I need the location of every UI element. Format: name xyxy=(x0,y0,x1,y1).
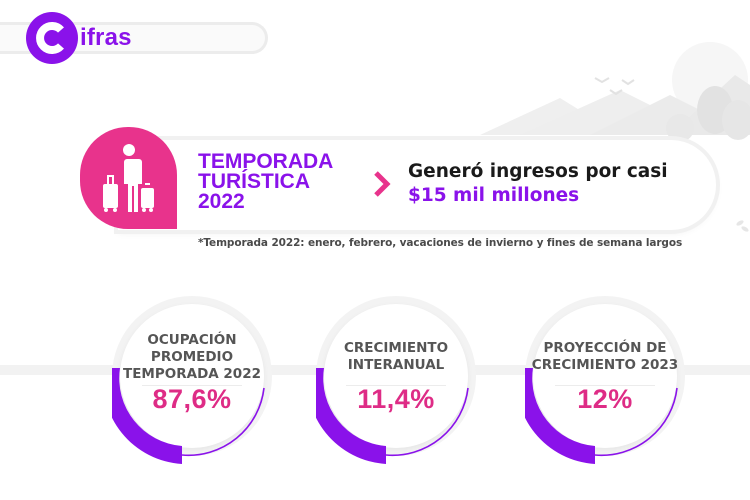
letter-c-logo-icon xyxy=(36,22,64,54)
stat-value: 12% xyxy=(577,384,633,414)
progress-arc xyxy=(316,368,469,464)
stat-value: 87,6% xyxy=(152,384,232,414)
brand-logo xyxy=(26,12,78,64)
stat-label-line: PROYECCIÓN DE xyxy=(543,340,667,356)
stat-value: 11,4% xyxy=(357,384,435,414)
stat-label-line: CRECIMIENTO xyxy=(343,340,449,356)
leaf-decoration-icon xyxy=(736,220,749,232)
brand-name: ifras xyxy=(80,24,132,51)
stat-label: OCUPACIÓN PROMEDIO TEMPORADA 2022 xyxy=(112,332,272,383)
tourism-season-banner xyxy=(118,140,716,230)
stat-label-line: INTERANUAL xyxy=(347,357,445,373)
progress-arc xyxy=(525,368,678,464)
traveler-icon-tile xyxy=(80,127,177,229)
season-footnote: *Temporada 2022: enero, febrero, vacacio… xyxy=(198,237,683,249)
stat-label: CRECIMIENTO INTERANUAL xyxy=(316,340,476,374)
stat-occupancy: OCUPACIÓN PROMEDIO TEMPORADA 2022 87,6% xyxy=(112,296,272,464)
banner-title-line-3: 2022 xyxy=(198,190,245,213)
revenue-label: Generó ingresos por casi xyxy=(408,161,668,182)
stat-divider xyxy=(142,385,242,386)
stat-label: PROYECCIÓN DE CRECIMIENTO 2023 xyxy=(525,340,685,374)
chevron-right-icon xyxy=(374,171,391,197)
stat-growth-projection: PROYECCIÓN DE CRECIMIENTO 2023 12% xyxy=(525,296,685,464)
stat-label-line: OCUPACIÓN xyxy=(147,332,237,348)
mountain-scenery-illustration xyxy=(480,42,750,142)
revenue-value: $15 mil millones xyxy=(408,185,580,206)
stat-divider xyxy=(346,385,446,386)
progress-arc xyxy=(112,368,265,464)
banner-title: TEMPORADA TURÍSTICA 2022 xyxy=(198,150,334,213)
stat-divider xyxy=(555,385,655,386)
stat-label-line: TEMPORADA 2022 xyxy=(122,366,261,382)
stat-label-line: PROMEDIO xyxy=(150,349,234,365)
banner-title-line-2: TURÍSTICA xyxy=(198,170,310,193)
traveler-with-luggage-icon xyxy=(102,144,154,212)
stat-label-line: CRECIMIENTO 2023 xyxy=(531,357,679,373)
stat-yoy-growth: CRECIMIENTO INTERANUAL 11,4% xyxy=(316,296,476,464)
banner-title-line-1: TEMPORADA xyxy=(198,150,334,173)
banner-description: Generó ingresos por casi $15 mil millone… xyxy=(408,160,668,208)
